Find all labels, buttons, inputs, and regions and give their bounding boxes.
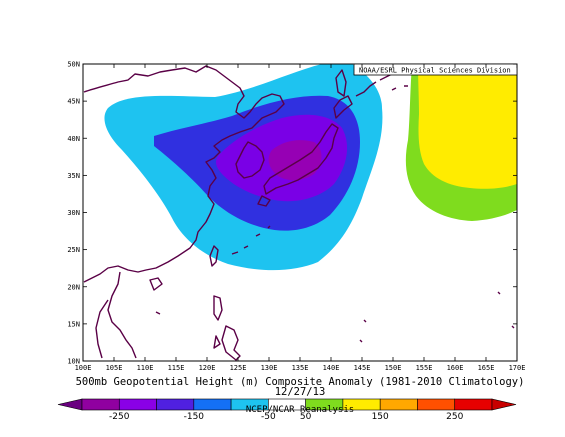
colorbar: -250 -150 -50 50 150 250: [57, 398, 517, 422]
coastlines: [83, 65, 515, 361]
taiwan-coastline: [209, 245, 219, 267]
credit-text: NOAA/ESRL Physical Sciences Division: [359, 67, 511, 75]
lat-tick-label: 15N: [67, 320, 80, 328]
korea-coastline: [235, 141, 265, 179]
colorbar-label: 250: [446, 412, 463, 422]
lat-tick-label: 30N: [67, 209, 80, 217]
lon-tick-label: 100E: [75, 364, 92, 372]
lon-tick-label: 145E: [354, 364, 371, 372]
lon-tick-label: 130E: [261, 364, 278, 372]
lon-tick-label: 125E: [230, 364, 247, 372]
colorbar-segment: [118, 398, 157, 411]
map-date: 12/27/13: [275, 386, 326, 398]
lat-tick-label: 35N: [67, 172, 80, 180]
lat-tick-label: 25N: [67, 246, 80, 254]
philippines-coastline: [213, 295, 241, 361]
credit-box: [353, 63, 518, 76]
colorbar-label: -50: [261, 412, 276, 422]
lon-tick-label: 140E: [323, 364, 340, 372]
lon-tick-label: 115E: [168, 364, 185, 372]
lat-tick-label: 20N: [67, 283, 80, 291]
map-title: 500mb Geopotential Height (m) Composite …: [76, 376, 525, 388]
colorbar-segment: [379, 398, 418, 411]
lon-tick-label: 135E: [292, 364, 309, 372]
lon-tick-label: 105E: [106, 364, 123, 372]
small-islands: [155, 85, 515, 343]
lat-tick-label: 10N: [67, 358, 80, 366]
lat-tick-label: 40N: [67, 135, 80, 143]
colorbar-segment: [81, 398, 120, 411]
lon-tick-label: 170E: [509, 364, 526, 372]
colorbar-segment: [193, 398, 232, 411]
lon-tick-label: 150E: [385, 364, 402, 372]
asia-coastline: [83, 65, 285, 283]
map-source: NCEP/NCAR Reanalysis: [246, 405, 354, 415]
indochina-coastline: [95, 271, 163, 359]
colorbar-left-arrow: [57, 398, 83, 411]
colorbar-segment: [417, 398, 456, 411]
lon-tick-label: 120E: [199, 364, 216, 372]
colorbar-label: 50: [300, 412, 312, 422]
lon-tick-label: 160E: [447, 364, 464, 372]
lat-tick-label: 45N: [67, 98, 80, 106]
colorbar-right-arrow: [491, 398, 517, 411]
lat-tick-label: 50N: [67, 61, 80, 69]
anomaly-yellow-region: [418, 64, 517, 189]
colorbar-segment: [156, 398, 195, 411]
colorbar-label: 150: [372, 412, 389, 422]
lon-tick-label: 110E: [137, 364, 154, 372]
colorbar-label: -150: [184, 412, 205, 422]
colorbar-label: -250: [109, 412, 130, 422]
lon-tick-label: 165E: [478, 364, 495, 372]
axis-ticks: 100E 105E 110E 115E 120E 125E 130E 135E 140E 145E…: [67, 61, 525, 373]
lon-tick-label: 155E: [416, 364, 433, 372]
colorbar-segment: [454, 398, 493, 411]
japan-coastline: [257, 95, 353, 207]
